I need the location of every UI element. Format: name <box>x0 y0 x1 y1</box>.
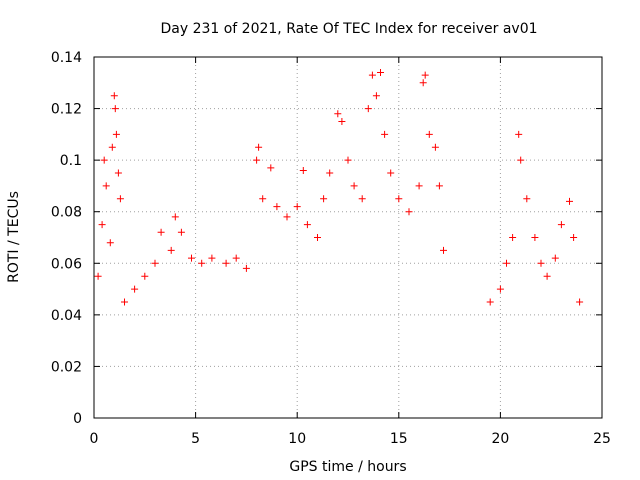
y-tick-label: 0.1 <box>60 153 82 169</box>
data-point <box>293 203 301 211</box>
data-point <box>425 130 433 138</box>
data-points <box>94 69 584 306</box>
data-point <box>570 234 578 241</box>
y-tick-label: 0.06 <box>51 256 82 272</box>
data-point <box>303 221 311 229</box>
data-point <box>431 143 439 151</box>
data-point <box>116 195 124 203</box>
x-tick-label: 10 <box>288 431 306 447</box>
y-tick-label: 0.04 <box>51 308 82 324</box>
data-point <box>566 197 573 205</box>
data-point <box>157 228 165 236</box>
data-point <box>131 285 139 293</box>
y-axis-label: ROTI / TECUs <box>6 191 22 283</box>
x-axis-label: GPS time / hours <box>289 459 406 475</box>
x-tick-label: 5 <box>191 431 200 447</box>
y-tick-labels: 0 0.02 0.04 0.06 0.08 0.1 0.12 0.14 <box>51 50 82 427</box>
data-point <box>108 143 116 151</box>
data-point <box>102 182 110 190</box>
data-point <box>387 169 395 177</box>
data-point <box>368 71 376 79</box>
x-tick-label: 25 <box>593 431 611 447</box>
data-point <box>141 272 149 280</box>
data-point <box>151 259 159 267</box>
data-point <box>364 105 372 113</box>
plot-frame <box>93 56 603 419</box>
data-point <box>421 71 429 79</box>
data-point <box>177 228 185 236</box>
data-point <box>419 79 427 87</box>
data-point <box>188 254 195 262</box>
data-point <box>344 156 352 164</box>
y-tick-label: 0.12 <box>51 102 82 118</box>
data-point <box>334 110 342 118</box>
data-point <box>509 234 517 241</box>
data-point <box>543 272 551 280</box>
data-point <box>171 213 179 221</box>
data-point <box>350 182 358 190</box>
data-point <box>267 164 275 172</box>
data-point <box>381 130 389 138</box>
data-point <box>114 169 122 177</box>
data-point <box>232 254 240 262</box>
data-point <box>531 234 539 241</box>
data-point <box>537 259 545 267</box>
x-tick-label: 15 <box>390 431 408 447</box>
data-point <box>299 167 307 174</box>
data-point <box>326 169 334 177</box>
data-point <box>273 203 281 211</box>
data-point <box>100 156 108 164</box>
data-point <box>208 254 216 262</box>
data-point <box>110 92 118 100</box>
data-point <box>372 92 380 100</box>
data-point <box>106 239 114 247</box>
data-point <box>486 298 494 306</box>
data-point <box>551 254 559 262</box>
data-point <box>440 246 447 254</box>
grid-lines <box>94 57 602 418</box>
data-point <box>557 221 565 229</box>
axis-ticks <box>93 56 603 419</box>
data-point <box>523 195 531 203</box>
data-point <box>515 130 523 138</box>
data-point <box>253 156 261 164</box>
data-point <box>167 246 175 254</box>
data-point <box>435 182 443 190</box>
data-point <box>517 156 525 164</box>
data-point <box>415 182 423 190</box>
data-point <box>198 259 206 267</box>
data-point <box>255 143 263 151</box>
data-point <box>94 272 102 280</box>
data-point <box>338 118 346 125</box>
x-tick-label: 20 <box>491 431 509 447</box>
y-tick-label: 0.02 <box>51 359 82 375</box>
data-point <box>111 105 119 113</box>
y-tick-label: 0 <box>73 411 82 427</box>
data-point <box>496 285 504 293</box>
data-point <box>98 221 106 229</box>
data-point <box>222 259 230 267</box>
data-point <box>358 195 366 203</box>
x-tick-label: 0 <box>90 431 99 447</box>
data-point <box>377 69 384 76</box>
data-point <box>121 298 128 306</box>
data-point <box>405 208 413 216</box>
data-point <box>576 298 584 306</box>
y-tick-label: 0.14 <box>51 50 82 66</box>
data-point <box>314 234 321 241</box>
chart-title: Day 231 of 2021, Rate Of TEC Index for r… <box>160 21 537 37</box>
data-point <box>112 130 120 138</box>
data-point <box>395 195 403 203</box>
data-point <box>503 259 510 267</box>
data-point <box>320 195 328 203</box>
y-tick-label: 0.08 <box>51 205 82 221</box>
data-point <box>283 213 291 221</box>
x-tick-labels: 0 5 10 15 20 25 <box>90 431 611 447</box>
data-point <box>242 264 250 272</box>
data-point <box>259 195 267 203</box>
